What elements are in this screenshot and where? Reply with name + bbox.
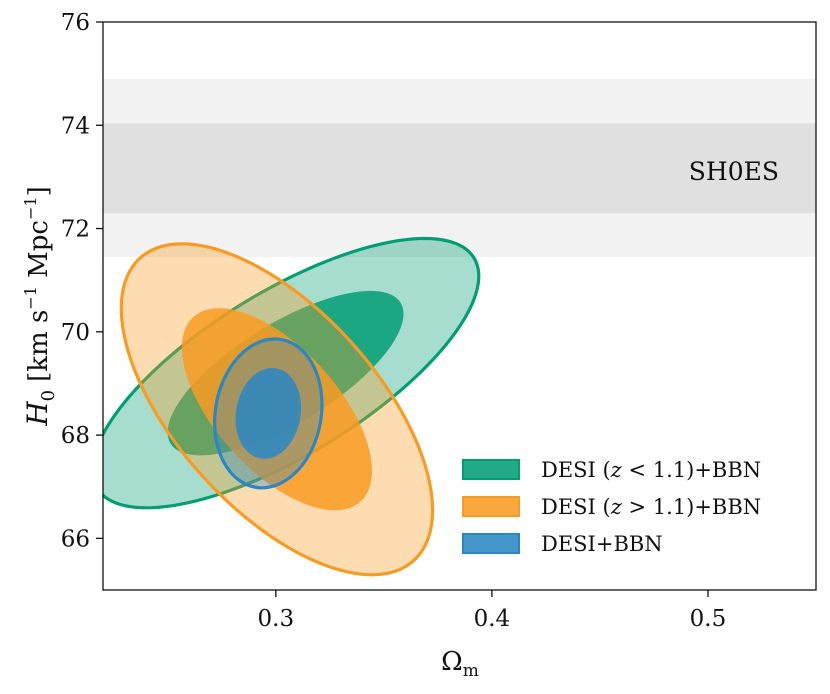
y-tick-label: 70	[61, 320, 90, 346]
shoes-band	[103, 78, 816, 257]
y-tick-label: 66	[61, 526, 90, 552]
contour-1sigma	[235, 367, 302, 459]
y-axis-label: H0[km s−1 Mpc−1]	[21, 186, 59, 426]
legend-label: DESI+BBN	[541, 532, 663, 556]
legend-label: DESI (z > 1.1)+BBN	[541, 495, 761, 519]
y-tick-label: 72	[61, 217, 90, 243]
band-label: SH0ES	[689, 157, 779, 186]
x-tick-label: 0.5	[690, 606, 727, 632]
x-tick-label: 0.3	[258, 606, 295, 632]
legend-swatch	[462, 533, 520, 554]
legend-label: DESI (z < 1.1)+BBN	[541, 458, 761, 482]
legend: DESI (z < 1.1)+BBN DESI (z > 1.1)+BBN DESI…	[462, 458, 761, 556]
y-tick-label: 68	[61, 423, 90, 449]
plot-frame	[102, 21, 817, 591]
x-tick-label: 0.4	[474, 606, 511, 632]
legend-item-desi-z-1-1-bbn: DESI (z > 1.1)+BBN	[462, 495, 761, 519]
y-tick-label: 74	[61, 113, 90, 139]
x-axis-label: Ωm	[441, 647, 479, 681]
plot-area	[103, 78, 816, 577]
x-axis: 0.3 0.4 0.5	[258, 590, 727, 632]
y-tick-label: 76	[61, 10, 90, 36]
contours	[103, 236, 481, 577]
legend-swatch	[462, 459, 520, 480]
legend-swatch	[462, 496, 520, 517]
legend-item-desi-bbn: DESI+BBN	[462, 532, 663, 556]
y-axis: 66 68 70 72 74 76	[61, 10, 103, 552]
legend-item-desi-z-1-1-bbn: DESI (z < 1.1)+BBN	[462, 458, 761, 482]
shoes-band-inner	[103, 123, 816, 214]
contour-desi-bbn	[213, 337, 324, 490]
